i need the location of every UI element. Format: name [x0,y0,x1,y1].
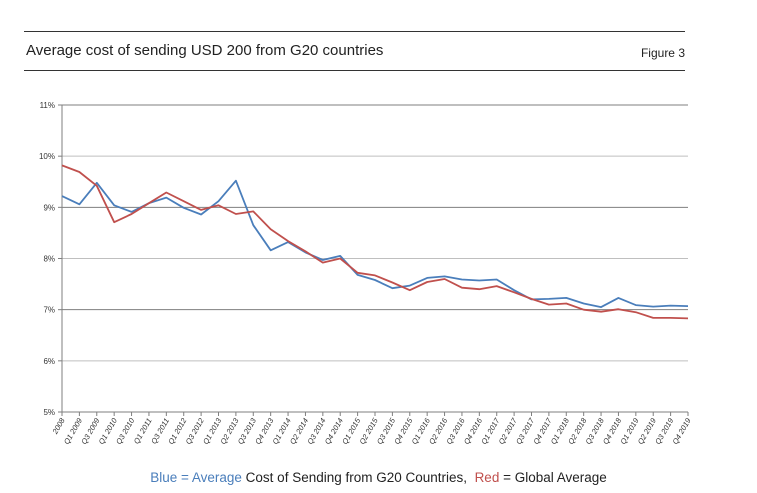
series-lines [61,164,689,320]
y-tick-labels: 5% 6% 7% 8% 9% 10% 11% [39,101,55,417]
legend-blue-word: Blue [150,470,178,485]
y-tick-label: 9% [43,203,55,212]
x-tick-label: 2008 [50,416,67,437]
gridlines [62,104,688,362]
top-rule [24,31,685,32]
y-tick-label: 11% [40,101,55,110]
axes [58,104,689,416]
y-tick-label: 8% [43,255,55,264]
legend-red-rest: = Global Average [499,470,607,485]
figure-label: Figure 3 [640,46,685,60]
legend: Blue = Average Cost of Sending from G20 … [0,470,757,485]
legend-red-word: Red [474,470,500,485]
y-tick-label: 5% [43,408,55,417]
series-line-red [61,164,689,320]
title-rule [24,70,685,71]
y-tick-label: 6% [43,357,55,366]
legend-blue-text: = Average [177,470,242,485]
series-line-blue [61,179,689,309]
legend-blue-rest: Cost of Sending from G20 Countries, [241,470,468,485]
y-tick-label: 10% [39,152,55,161]
chart-title: Average cost of sending USD 200 from G20… [26,42,384,59]
y-tick-label: 7% [43,306,55,315]
